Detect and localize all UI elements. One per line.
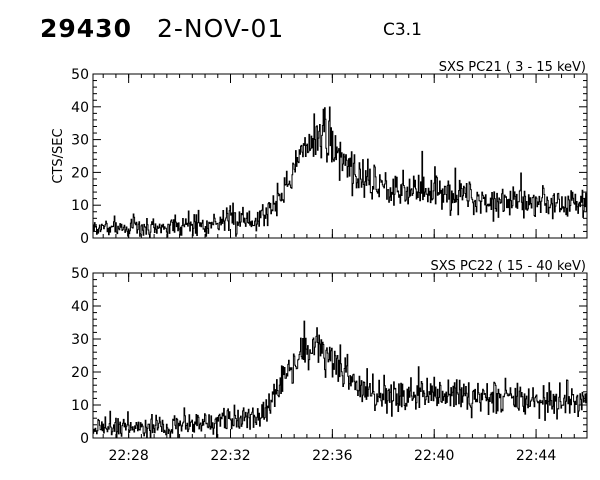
flare-class: C3.1 [383, 20, 422, 40]
x-tick-label: 22:40 [414, 448, 454, 464]
light-curve-line [93, 106, 587, 238]
y-tick-label: 50 [71, 67, 89, 83]
y-tick-label: 0 [80, 431, 89, 447]
y-tick-label: 30 [71, 332, 89, 348]
panel-title: SXS PC22 ( 15 - 40 keV) [430, 259, 586, 274]
y-tick-label: 40 [71, 100, 89, 116]
y-tick-label: 40 [71, 299, 89, 315]
plot-frame [92, 73, 588, 239]
x-tick-label: 22:28 [108, 448, 148, 464]
light-curve-line [93, 320, 588, 439]
event-id: 29430 [40, 14, 132, 43]
y-tick-label: 10 [71, 198, 89, 214]
y-tick-label: 0 [80, 231, 89, 247]
y-tick-label: 20 [71, 165, 89, 181]
y-tick-label: 10 [71, 398, 89, 414]
y-tick-label: 20 [71, 365, 89, 381]
y-tick-label: 50 [71, 266, 89, 282]
y-axis-label: CTS/SEC [51, 128, 66, 183]
observation-date: 2-NOV-01 [157, 14, 285, 43]
x-tick-label: 22:32 [210, 448, 250, 464]
plot-frame [92, 272, 588, 439]
y-tick-label: 30 [71, 133, 89, 149]
panel-title: SXS PC21 ( 3 - 15 keV) [439, 60, 586, 75]
x-tick-label: 22:44 [516, 448, 556, 464]
x-tick-label: 22:36 [312, 448, 352, 464]
